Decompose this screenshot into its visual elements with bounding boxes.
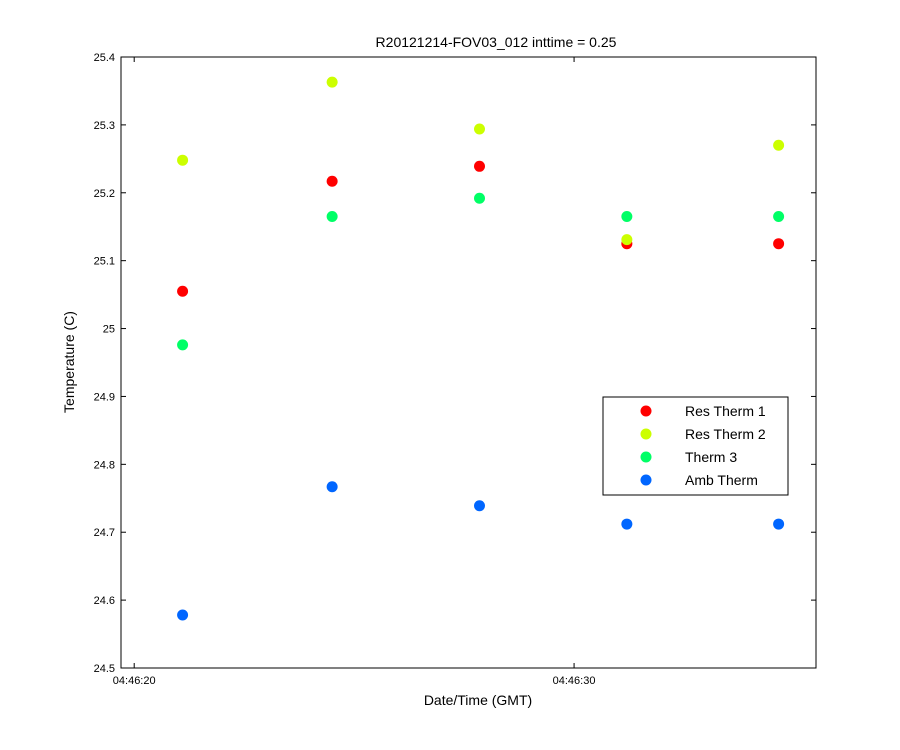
y-axis-label: Temperature (C) [61,311,77,413]
series-amb-therm [177,481,785,621]
y-tick-label: 25.1 [94,256,115,268]
data-point [177,285,189,297]
plot-area [120,56,817,669]
x-tick-label: 04:46:30 [553,675,596,687]
legend-item: Therm 3 [640,449,737,465]
data-point [326,481,338,493]
data-point [326,175,338,187]
data-point [621,211,633,223]
data-point [177,339,189,351]
y-tick-label: 24.7 [94,527,115,539]
series-res-therm-2 [177,76,785,246]
data-point [177,609,189,621]
legend-item: Res Therm 1 [640,403,766,419]
legend-marker [640,451,652,463]
data-point [773,518,785,530]
data-point [621,518,633,530]
x-axis-label: Date/Time (GMT) [424,692,532,708]
data-point [473,123,485,135]
legend-marker [640,474,652,486]
data-point [326,211,338,223]
data-point [177,154,189,166]
legend-items: Res Therm 1 Res Therm 2 Therm 3 Amb Therm [640,403,766,488]
data-point [473,500,485,512]
legend: Res Therm 1 Res Therm 2 Therm 3 Amb Therm [602,396,789,496]
data-point [773,211,785,223]
legend-item: Res Therm 2 [640,426,766,442]
data-point [473,160,485,172]
y-tick-label: 25.2 [94,188,115,200]
chart-title: R20121214-FOV03_012 inttime = 0.25 [376,34,617,50]
data-point [773,139,785,151]
data-point [773,238,785,250]
y-tick-label: 25.4 [94,52,115,64]
y-tick-label: 24.8 [94,459,115,471]
data-point [473,192,485,204]
y-tick-label: 25.3 [94,120,115,132]
data-point [621,234,633,246]
legend-label: Res Therm 2 [685,426,766,442]
legend-label: Res Therm 1 [685,403,766,419]
legend-marker [640,428,652,440]
y-tick-label: 25 [103,324,115,336]
y-tick-label: 24.9 [94,391,115,403]
data-points [177,76,785,621]
legend-label: Therm 3 [685,449,737,465]
series-therm-3 [177,192,785,351]
legend-label: Amb Therm [685,472,758,488]
legend-marker [640,405,652,417]
legend-item: Amb Therm [640,472,758,488]
x-tick-label: 04:46:20 [113,675,156,687]
legend-box [602,396,789,496]
data-point [326,76,338,88]
y-tick-label: 24.6 [94,595,115,607]
y-tick-label: 24.5 [94,663,115,675]
axis-ticks: 24.5 24.6 24.7 24.8 24.9 25 25.1 25.2 25.3 25.4 04… [94,52,816,687]
